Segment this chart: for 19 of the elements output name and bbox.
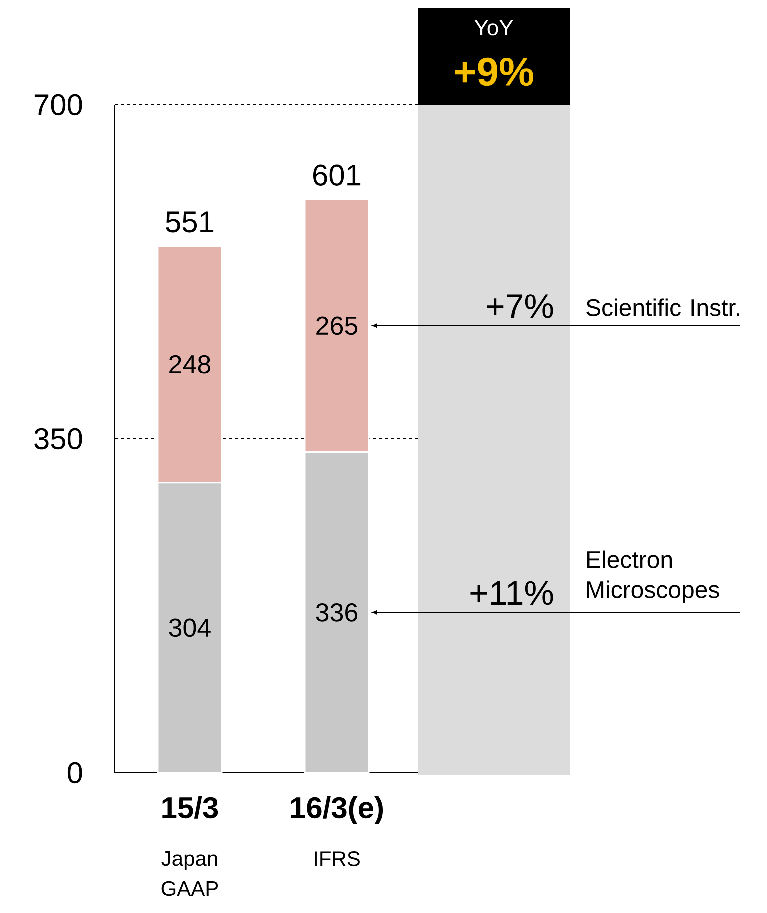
- text: +7%: [487, 294, 554, 318]
- y-tick-label: 0: [68, 762, 82, 784]
- text: +9%: [455, 58, 534, 86]
- total-label: 601: [313, 164, 361, 186]
- data-label: 336: [316, 603, 358, 622]
- text: YoY: [474, 20, 514, 36]
- data-label: 304: [169, 618, 211, 638]
- text: Scientific Instr.: [586, 298, 740, 316]
- x-tick-label: 15/3: [162, 796, 218, 819]
- text: IFRS: [315, 852, 360, 866]
- data-label: 248: [170, 355, 211, 374]
- total-label: 551: [166, 212, 214, 233]
- text: +11%: [470, 581, 554, 606]
- data-label: 265: [316, 316, 358, 336]
- y-tick-label: 350: [34, 428, 82, 450]
- y-tick-label: 700: [34, 94, 82, 116]
- text: Japan GAAP: [162, 852, 218, 896]
- x-tick-label: 16/3(e): [291, 796, 384, 825]
- text: Electron Microscopes: [588, 550, 720, 604]
